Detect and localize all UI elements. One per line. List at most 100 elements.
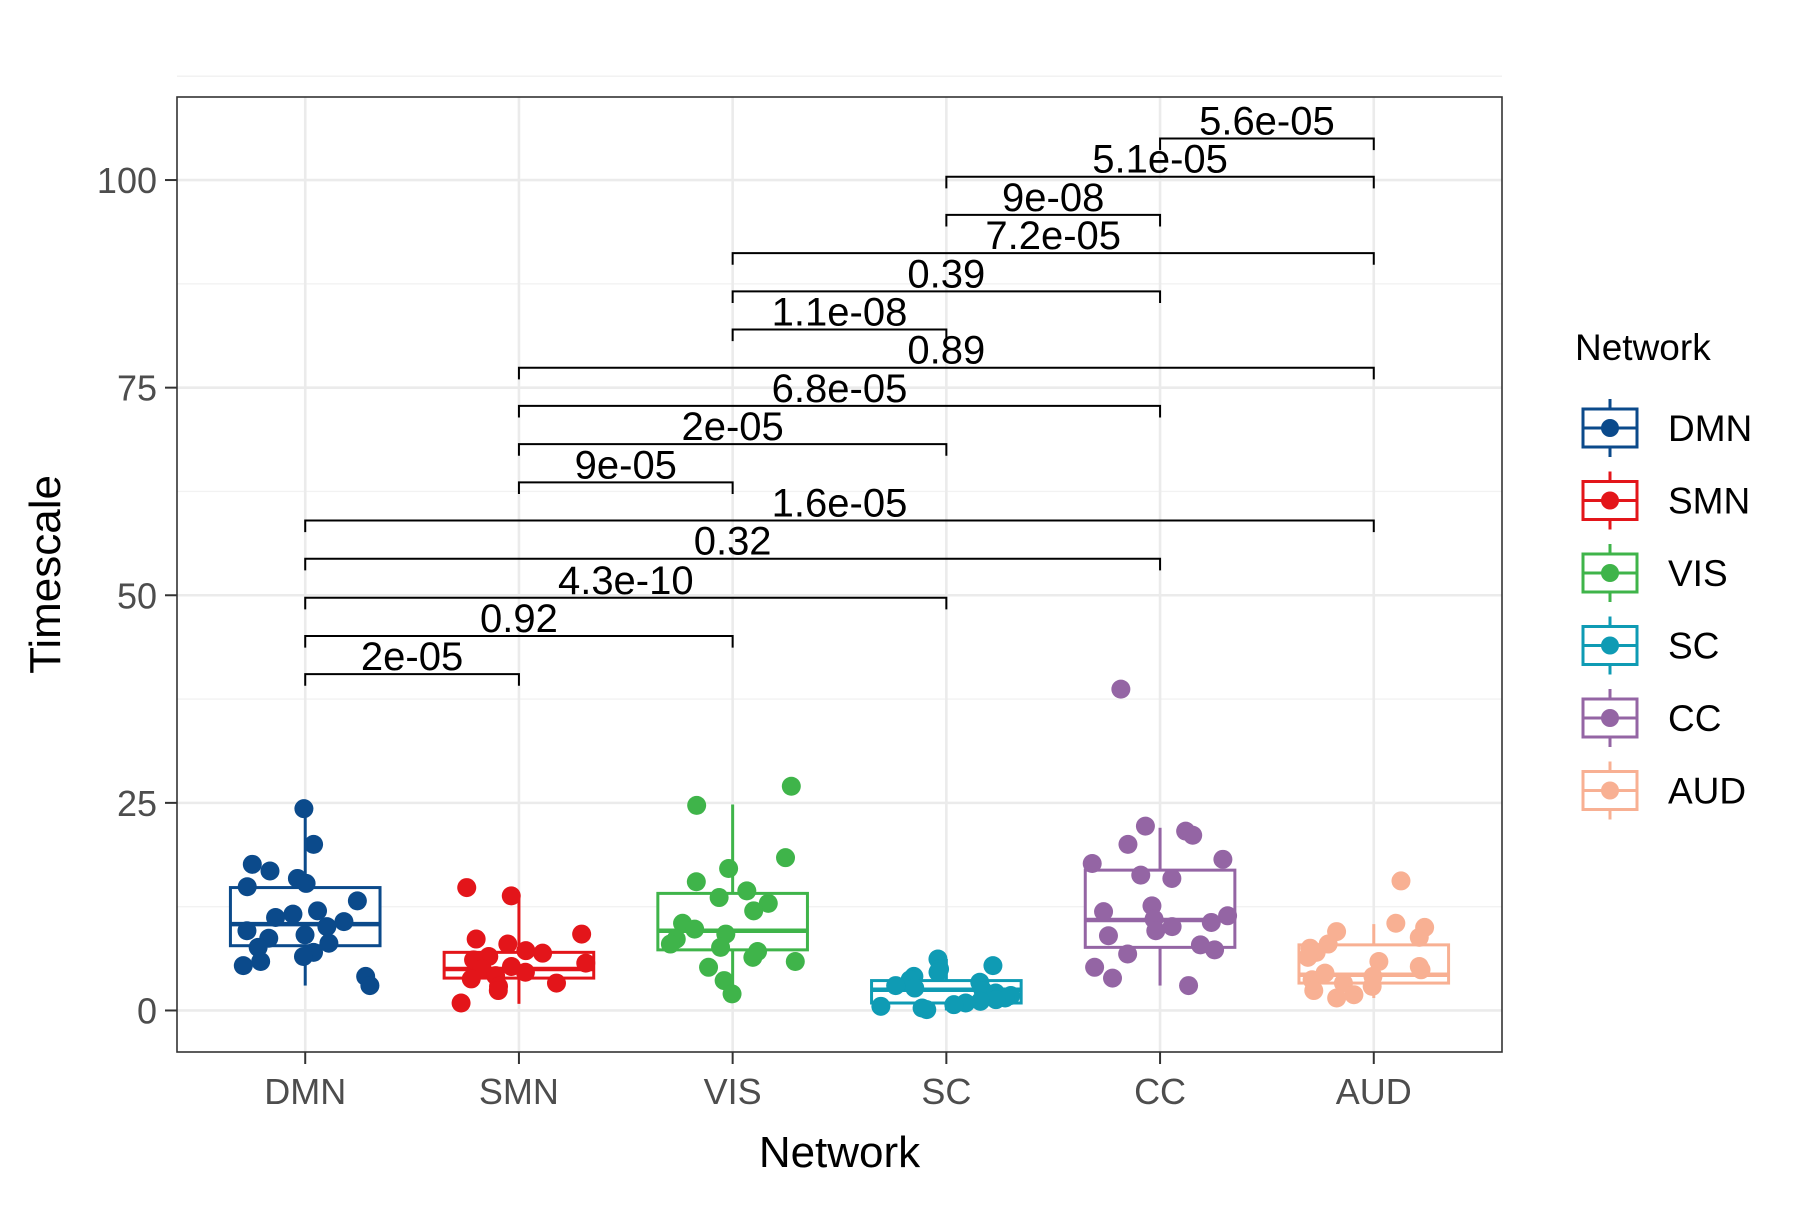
data-point-aud — [1409, 927, 1429, 947]
data-point-vis — [758, 893, 778, 913]
comparison-brackets: 2e-050.924.3e-100.321.6e-059e-052e-056.8… — [304, 100, 1375, 686]
comparison-dmn-vis: 0.92 — [304, 597, 734, 648]
data-point-smn — [457, 878, 477, 898]
bracket-line — [517, 366, 1375, 380]
y-tick-label: 50 — [117, 575, 157, 616]
comparison-smn-vis: 9e-05 — [517, 443, 734, 494]
bracket-line — [304, 557, 1162, 571]
bracket-line — [304, 596, 948, 610]
p-value-label: 4.3e-10 — [558, 559, 694, 603]
y-tick-label: 0 — [137, 990, 157, 1031]
y-tick-label: 75 — [117, 368, 157, 409]
data-points — [233, 679, 1435, 1020]
comparison-dmn-cc: 0.32 — [304, 520, 1162, 571]
data-point-dmn — [294, 799, 314, 819]
data-point-cc — [1094, 902, 1114, 922]
comparison-dmn-aud: 1.6e-05 — [304, 482, 1375, 533]
p-value-label: 1.1e-08 — [772, 291, 908, 335]
legend-label: DMN — [1668, 408, 1752, 449]
data-point-sc — [871, 996, 891, 1016]
legend-key-point — [1601, 781, 1619, 800]
data-point-aud — [1411, 960, 1431, 980]
y-tick-label: 25 — [117, 783, 157, 824]
data-point-aud — [1369, 951, 1389, 971]
comparison-vis-sc: 1.1e-08 — [731, 291, 948, 342]
bracket-line — [945, 213, 1162, 227]
p-value-label: 9e-05 — [575, 443, 677, 487]
data-point-dmn — [237, 877, 257, 897]
data-point-vis — [722, 984, 742, 1004]
y-axis-title: Timescale — [21, 475, 70, 674]
data-point-smn — [488, 981, 508, 1001]
data-point-sc — [983, 956, 1003, 976]
legend-key-point — [1601, 564, 1619, 582]
data-point-smn — [546, 973, 566, 993]
x-axis-title: Network — [759, 1128, 921, 1177]
axes: 0 25 50 75 100 DMN SMN VIS SC CC AUD — [97, 160, 1412, 1112]
bracket-line — [731, 252, 1375, 265]
data-point-vis — [737, 881, 757, 901]
legend-key-point — [1601, 419, 1619, 437]
legend-key-point — [1601, 709, 1619, 727]
plot-panel-border — [176, 96, 1503, 1053]
data-point-cc — [1179, 976, 1199, 996]
data-point-vis — [711, 937, 731, 957]
p-value-label: 1.6e-05 — [772, 482, 908, 526]
comparison-dmn-smn: 2e-05 — [304, 635, 520, 686]
data-point-vis — [660, 934, 680, 954]
bracket-line — [517, 481, 734, 494]
data-point-smn — [451, 993, 471, 1013]
data-point-dmn — [295, 925, 315, 945]
data-point-aud — [1386, 913, 1406, 933]
p-value-label: 0.92 — [480, 597, 558, 641]
data-point-dmn — [266, 907, 286, 927]
legend-key-point — [1601, 636, 1619, 655]
data-point-dmn — [293, 947, 313, 966]
data-point-vis — [687, 795, 707, 815]
data-point-vis — [743, 947, 763, 967]
x-tick-label: VIS — [704, 1071, 762, 1112]
bracket-line — [304, 673, 520, 686]
comparison-sc-cc: 9e-08 — [945, 176, 1162, 227]
data-point-cc — [1082, 853, 1102, 873]
data-point-dmn — [242, 854, 262, 874]
data-point-smn — [501, 886, 521, 906]
data-point-sc — [928, 962, 948, 982]
data-point-dmn — [260, 861, 280, 881]
comparison-cc-aud: 5.6e-05 — [1159, 100, 1375, 151]
bracket-line — [517, 443, 948, 456]
data-point-smn — [461, 969, 481, 989]
bracket-line — [731, 328, 948, 342]
data-point-dmn — [233, 956, 253, 976]
legend-item-smn: SMN — [1581, 471, 1750, 530]
data-point-cc — [1118, 834, 1138, 854]
legend-item-cc: CC — [1581, 689, 1721, 747]
data-point-aud — [1362, 976, 1382, 996]
data-point-cc — [1111, 679, 1131, 699]
data-point-smn — [515, 962, 535, 982]
bracket-line — [731, 290, 1162, 303]
legend-item-aud: AUD — [1581, 761, 1746, 820]
data-point-sc — [970, 991, 990, 1011]
data-point-dmn — [251, 951, 271, 971]
data-point-smn — [576, 953, 596, 973]
data-point-cc — [1135, 816, 1155, 836]
x-tick-label: SMN — [479, 1071, 559, 1112]
data-point-dmn — [334, 912, 354, 932]
data-point-vis — [719, 858, 739, 878]
p-value-label: 6.8e-05 — [772, 367, 908, 411]
data-point-smn — [516, 941, 536, 961]
data-point-vis — [744, 901, 764, 921]
p-value-label: 9e-08 — [1002, 176, 1104, 220]
data-point-dmn — [319, 933, 339, 953]
data-point-sc — [986, 990, 1006, 1010]
data-point-sc — [886, 976, 906, 996]
data-point-cc — [1162, 868, 1182, 888]
data-point-dmn — [360, 976, 380, 996]
data-point-vis — [685, 919, 705, 939]
data-point-cc — [1213, 849, 1233, 869]
data-point-aud — [1391, 871, 1411, 891]
data-point-cc — [1183, 825, 1203, 845]
data-point-sc — [917, 1000, 937, 1020]
